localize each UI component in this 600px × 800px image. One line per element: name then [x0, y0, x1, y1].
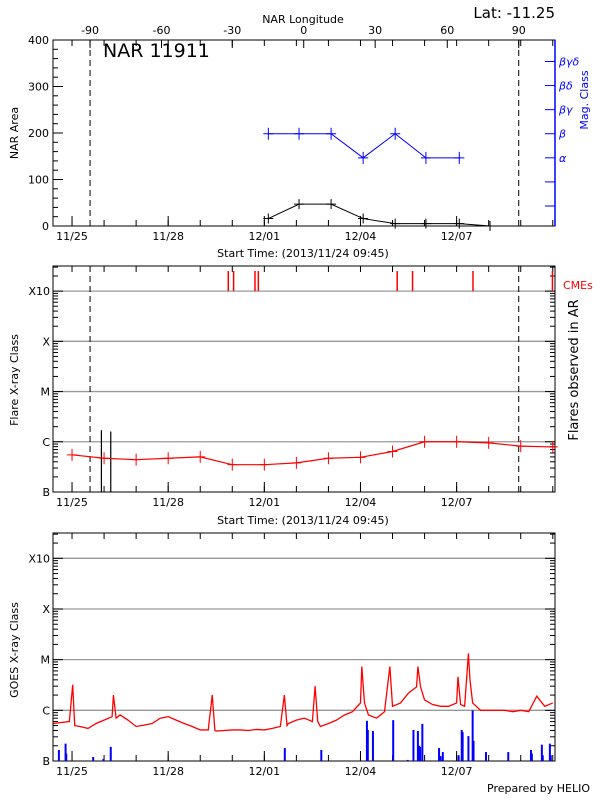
p1-y2label: Mag. Class: [578, 70, 591, 129]
panel-3-frame: [52, 532, 556, 762]
area-point: [420, 218, 431, 229]
flare-class-point: [483, 436, 494, 449]
flare-class-point: [99, 452, 110, 465]
p2-y2label: Flares observed in AR: [567, 299, 582, 440]
date-tick-label: 12/01: [248, 496, 280, 509]
flare-class-point: [131, 453, 142, 466]
footer-credit: Prepared by HELIO: [487, 782, 590, 795]
longitude-tick-label: -60: [153, 24, 171, 37]
p1-xlabel: Start Time: (2013/11/24 09:45): [217, 247, 389, 260]
date-tick-label: 11/25: [56, 496, 88, 509]
flare-class-line: [71, 441, 553, 466]
date-tick-label: 12/04: [345, 496, 377, 509]
mag-class-point: [420, 151, 431, 164]
mag-class-point: [263, 127, 274, 140]
area-point: [358, 213, 369, 224]
p2-xlabel: Start Time: (2013/11/24 09:45): [217, 514, 389, 527]
flare-class-point: [355, 451, 366, 464]
y-tick-label: X10: [28, 552, 50, 565]
goes-flux-line: [53, 653, 554, 732]
date-tick-label: 11/25: [56, 230, 88, 243]
y-tick-label: B: [42, 755, 50, 768]
date-tick-label: 12/01: [248, 765, 280, 778]
flare-class-point: [163, 452, 174, 465]
flare-class-point: [227, 458, 238, 471]
y-tick-label: C: [42, 704, 50, 717]
y-tick-label: B: [42, 486, 50, 499]
mag-class-tick-label: βγ: [558, 104, 573, 117]
date-tick-label: 12/04: [345, 230, 377, 243]
date-tick-label: 12/07: [441, 230, 473, 243]
area-point: [485, 221, 496, 231]
y-tick-label: 200: [28, 127, 49, 140]
mag-class-tick-label: βγδ: [558, 55, 580, 68]
longitude-tick-label: 90: [512, 24, 526, 37]
latitude-label: Lat: -11.25: [473, 4, 555, 22]
mag-class-tick-label: α: [559, 152, 567, 165]
date-tick-label: 12/04: [345, 765, 377, 778]
p2-ylabel: Flare X-ray Class: [8, 334, 21, 426]
y-tick-label: C: [42, 436, 50, 449]
area-line: [268, 203, 491, 227]
p3-ylabel: GOES X-ray Class: [8, 602, 21, 698]
flare-class-point: [387, 445, 398, 458]
date-tick-label: 11/28: [152, 765, 184, 778]
mag-class-point: [294, 127, 305, 140]
longitude-tick-label: 0: [300, 24, 307, 37]
longitude-tick-label: 30: [368, 24, 382, 37]
flare-class-point: [547, 440, 558, 453]
y-tick-label: 100: [28, 174, 49, 187]
mag-class-line: [268, 133, 460, 159]
y-tick-label: X: [42, 603, 50, 616]
area-point: [326, 199, 337, 210]
area-point: [454, 218, 465, 229]
flare-class-point: [67, 448, 78, 461]
date-tick-label: 11/28: [152, 230, 184, 243]
y-tick-label: X10: [28, 285, 50, 298]
flare-class-point: [451, 435, 462, 448]
mag-class-point: [358, 151, 369, 164]
y-tick-label: X: [42, 335, 50, 348]
flare-class-point: [419, 435, 430, 448]
date-tick-label: 11/25: [56, 765, 88, 778]
flare-class-point: [195, 450, 206, 463]
y-tick-label: 0: [42, 220, 49, 233]
flare-class-point: [323, 452, 334, 465]
chart-title: NAR 11911: [103, 40, 210, 62]
y-tick-label: 400: [28, 34, 49, 47]
area-point: [294, 199, 305, 210]
longitude-tick-label: -90: [81, 24, 99, 37]
mag-class-point: [326, 127, 337, 140]
mag-class-point: [454, 151, 465, 164]
area-point: [263, 213, 274, 224]
flare-class-point: [291, 456, 302, 469]
y-tick-label: M: [41, 654, 51, 667]
longitude-tick-label: 60: [440, 24, 454, 37]
longitude-tick-label: -30: [223, 24, 241, 37]
mag-class-point: [390, 127, 401, 140]
cme-label: CMEs: [563, 279, 593, 292]
mag-class-tick-label: βδ: [558, 80, 573, 93]
panel-2-frame: [52, 265, 556, 493]
mag-class-tick-label: β: [558, 128, 566, 141]
y-tick-label: 300: [28, 81, 49, 94]
date-tick-label: 12/07: [441, 765, 473, 778]
area-point: [390, 218, 401, 229]
panel-1-frame: [52, 39, 556, 227]
flare-class-point: [259, 458, 270, 471]
y-tick-label: M: [41, 386, 51, 399]
date-tick-label: 12/07: [441, 496, 473, 509]
date-tick-label: 12/01: [248, 230, 280, 243]
p1-ylabel: NAR Area: [8, 107, 21, 159]
date-tick-label: 11/28: [152, 496, 184, 509]
top-axis-label: NAR Longitude: [262, 13, 344, 26]
flare-class-point: [515, 440, 526, 453]
